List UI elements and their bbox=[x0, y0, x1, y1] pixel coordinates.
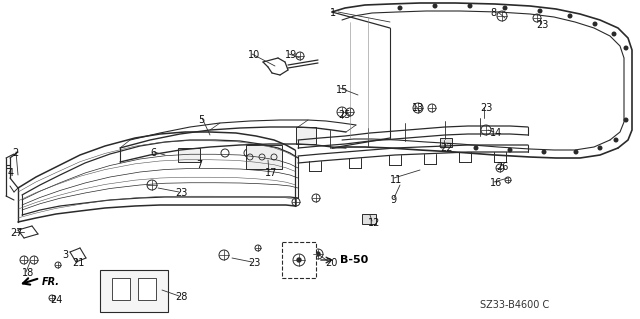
Text: 1: 1 bbox=[330, 8, 336, 18]
Text: 27: 27 bbox=[10, 228, 22, 238]
Text: 19: 19 bbox=[285, 50, 297, 60]
Text: 17: 17 bbox=[265, 168, 277, 178]
Bar bbox=[246, 145, 282, 169]
Text: 10: 10 bbox=[248, 50, 260, 60]
Circle shape bbox=[467, 4, 472, 9]
Text: B-50: B-50 bbox=[340, 255, 368, 265]
Text: FR.: FR. bbox=[42, 277, 60, 287]
Text: 6: 6 bbox=[150, 148, 156, 158]
Circle shape bbox=[502, 5, 508, 11]
Text: SZ33-B4600 C: SZ33-B4600 C bbox=[480, 300, 549, 310]
Bar bbox=[440, 138, 452, 147]
Text: 7: 7 bbox=[196, 160, 202, 170]
Text: 28: 28 bbox=[175, 292, 188, 302]
Text: 14: 14 bbox=[490, 128, 502, 138]
Circle shape bbox=[573, 150, 579, 154]
Circle shape bbox=[397, 5, 403, 11]
Text: 5: 5 bbox=[198, 115, 204, 125]
Circle shape bbox=[593, 21, 598, 26]
Text: 18: 18 bbox=[22, 268, 35, 278]
Text: 24: 24 bbox=[50, 295, 62, 305]
Circle shape bbox=[614, 137, 618, 143]
Text: 22: 22 bbox=[440, 143, 452, 153]
Circle shape bbox=[568, 13, 573, 19]
Circle shape bbox=[508, 147, 513, 152]
Circle shape bbox=[297, 258, 301, 262]
Bar bbox=[282, 242, 316, 278]
Bar bbox=[296, 127, 316, 144]
Circle shape bbox=[623, 46, 628, 50]
Bar bbox=[178, 148, 200, 162]
Bar bbox=[138, 278, 156, 300]
Text: 15: 15 bbox=[336, 85, 348, 95]
Circle shape bbox=[316, 252, 320, 256]
Text: 4: 4 bbox=[8, 168, 14, 178]
Text: 20: 20 bbox=[325, 258, 337, 268]
Text: 23: 23 bbox=[175, 188, 188, 198]
Circle shape bbox=[598, 145, 602, 151]
Text: 21: 21 bbox=[72, 258, 84, 268]
Text: 8: 8 bbox=[490, 8, 496, 18]
Bar bbox=[100, 270, 168, 312]
Circle shape bbox=[433, 4, 438, 9]
Text: 23: 23 bbox=[248, 258, 260, 268]
Text: 9: 9 bbox=[390, 195, 396, 205]
Text: 2: 2 bbox=[12, 148, 19, 158]
Bar bbox=[112, 278, 130, 300]
Text: 23: 23 bbox=[480, 103, 492, 113]
Text: 26: 26 bbox=[496, 162, 508, 172]
Bar bbox=[362, 214, 376, 224]
Circle shape bbox=[611, 32, 616, 36]
Text: 3: 3 bbox=[62, 250, 68, 260]
Text: 23: 23 bbox=[536, 20, 548, 30]
Text: 11: 11 bbox=[390, 175, 403, 185]
Text: 13: 13 bbox=[412, 103, 424, 113]
Text: 25: 25 bbox=[338, 110, 351, 120]
Circle shape bbox=[474, 145, 479, 151]
Circle shape bbox=[541, 150, 547, 154]
Circle shape bbox=[623, 117, 628, 122]
Circle shape bbox=[440, 144, 445, 149]
Text: 12: 12 bbox=[368, 218, 380, 228]
Circle shape bbox=[538, 9, 543, 13]
Text: 16: 16 bbox=[490, 178, 502, 188]
